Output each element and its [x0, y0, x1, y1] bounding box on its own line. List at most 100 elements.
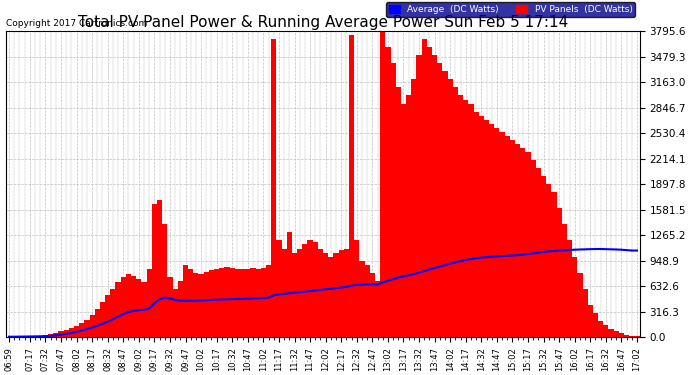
Legend: Average  (DC Watts), PV Panels  (DC Watts): Average (DC Watts), PV Panels (DC Watts) — [386, 2, 635, 17]
Bar — [437, 63, 442, 337]
Bar — [235, 268, 240, 337]
Bar — [79, 323, 84, 337]
Bar — [209, 270, 214, 337]
Bar — [588, 305, 593, 337]
Bar — [391, 63, 395, 337]
Bar — [141, 282, 146, 337]
Bar — [204, 272, 209, 337]
Bar — [276, 240, 282, 337]
Bar — [349, 35, 354, 337]
Bar — [582, 289, 588, 337]
Bar — [110, 289, 115, 337]
Bar — [541, 176, 546, 337]
Bar — [136, 279, 141, 337]
Bar — [193, 273, 199, 337]
Bar — [313, 242, 318, 337]
Bar — [473, 112, 479, 337]
Bar — [613, 332, 619, 337]
Bar — [199, 274, 204, 337]
Bar — [370, 273, 375, 337]
Bar — [572, 256, 578, 337]
Bar — [219, 268, 224, 337]
Bar — [411, 80, 417, 337]
Bar — [224, 267, 230, 337]
Bar — [115, 282, 121, 337]
Bar — [38, 336, 43, 337]
Bar — [500, 132, 504, 337]
Bar — [105, 295, 110, 337]
Bar — [442, 71, 448, 337]
Bar — [463, 99, 469, 337]
Bar — [504, 136, 510, 337]
Bar — [302, 244, 308, 337]
Bar — [619, 333, 624, 337]
Bar — [266, 265, 271, 337]
Bar — [344, 249, 349, 337]
Bar — [74, 326, 79, 337]
Bar — [551, 192, 557, 337]
Bar — [609, 329, 613, 337]
Bar — [401, 104, 406, 337]
Bar — [69, 328, 74, 337]
Bar — [333, 252, 339, 337]
Bar — [126, 274, 131, 337]
Bar — [448, 80, 453, 337]
Bar — [297, 249, 302, 337]
Bar — [395, 87, 401, 337]
Bar — [484, 120, 489, 337]
Bar — [292, 252, 297, 337]
Bar — [168, 277, 172, 337]
Bar — [183, 265, 188, 337]
Bar — [261, 268, 266, 337]
Bar — [63, 330, 69, 337]
Bar — [157, 200, 162, 337]
Bar — [22, 336, 27, 337]
Bar — [43, 335, 48, 337]
Bar — [339, 250, 344, 337]
Bar — [27, 336, 32, 337]
Bar — [375, 281, 380, 337]
Bar — [328, 256, 333, 337]
Bar — [245, 268, 250, 337]
Bar — [250, 268, 255, 337]
Bar — [172, 289, 178, 337]
Bar — [567, 240, 572, 337]
Bar — [308, 240, 313, 337]
Bar — [385, 47, 391, 337]
Bar — [417, 55, 422, 337]
Bar — [536, 168, 541, 337]
Bar — [152, 204, 157, 337]
Bar — [240, 270, 245, 337]
Bar — [178, 281, 183, 337]
Bar — [629, 336, 634, 337]
Title: Total PV Panel Power & Running Average Power Sun Feb 5 17:14: Total PV Panel Power & Running Average P… — [78, 15, 568, 30]
Bar — [453, 87, 458, 337]
Bar — [546, 184, 551, 337]
Bar — [427, 47, 432, 337]
Bar — [162, 224, 168, 337]
Bar — [90, 315, 95, 337]
Bar — [634, 336, 640, 337]
Bar — [380, 31, 385, 337]
Bar — [479, 116, 484, 337]
Bar — [422, 39, 427, 337]
Bar — [489, 124, 494, 337]
Bar — [214, 270, 219, 337]
Bar — [32, 336, 38, 337]
Bar — [230, 268, 235, 337]
Bar — [282, 249, 287, 337]
Bar — [359, 261, 364, 337]
Bar — [557, 208, 562, 337]
Bar — [131, 276, 136, 337]
Bar — [526, 152, 531, 337]
Bar — [100, 303, 105, 337]
Bar — [59, 332, 63, 337]
Text: Copyright 2017 Cartronics.com: Copyright 2017 Cartronics.com — [6, 20, 148, 28]
Bar — [458, 96, 463, 337]
Bar — [432, 55, 437, 337]
Bar — [271, 39, 276, 337]
Bar — [598, 321, 603, 337]
Bar — [494, 128, 500, 337]
Bar — [287, 232, 292, 337]
Bar — [469, 104, 473, 337]
